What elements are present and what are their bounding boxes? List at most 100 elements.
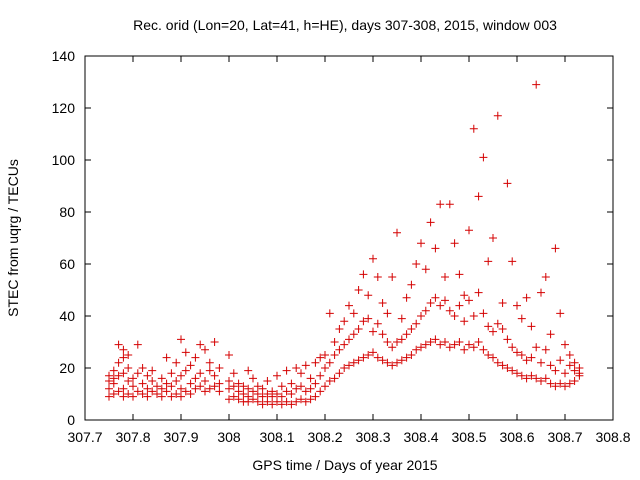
- data-point: [148, 387, 157, 396]
- data-point: [436, 340, 445, 349]
- data-point: [105, 371, 113, 380]
- data-point: [388, 273, 397, 281]
- data-point: [517, 351, 526, 359]
- data-point: [369, 327, 377, 336]
- data-point: [249, 387, 257, 396]
- data-point: [378, 299, 387, 307]
- data-point: [445, 200, 454, 209]
- data-point: [181, 348, 190, 357]
- data-point: [119, 345, 128, 354]
- data-point: [321, 351, 329, 359]
- data-point: [522, 374, 531, 383]
- data-point: [143, 371, 152, 380]
- data-point: [153, 390, 161, 398]
- data-point: [364, 291, 373, 300]
- data-point: [162, 379, 171, 388]
- data-point: [489, 234, 497, 242]
- data-point: [359, 317, 368, 326]
- y-tick-label: 80: [59, 204, 75, 220]
- data-point: [460, 317, 469, 326]
- data-point: [148, 366, 157, 375]
- data-point: [301, 361, 310, 370]
- data-point: [421, 340, 430, 349]
- data-point: [397, 356, 406, 365]
- data-point: [493, 319, 502, 328]
- data-point: [205, 358, 214, 367]
- data-point: [330, 374, 339, 383]
- x-tick-label: 308.4: [403, 429, 438, 445]
- data-point: [325, 377, 334, 385]
- data-point: [196, 369, 205, 378]
- data-point: [177, 335, 185, 344]
- data-point: [345, 361, 353, 370]
- data-point: [162, 387, 171, 396]
- data-point: [426, 299, 435, 307]
- data-point: [167, 392, 176, 401]
- data-point: [421, 265, 430, 274]
- data-point: [167, 369, 176, 378]
- data-point: [321, 382, 329, 391]
- data-point: [148, 377, 157, 385]
- data-point: [205, 384, 214, 393]
- data-point: [297, 369, 305, 378]
- y-tick-label: 40: [59, 308, 75, 324]
- data-point: [508, 366, 517, 375]
- data-point: [561, 369, 569, 378]
- data-point: [201, 377, 209, 385]
- data-point: [551, 366, 560, 375]
- data-point: [393, 338, 401, 346]
- data-point: [277, 400, 286, 409]
- data-point: [162, 353, 171, 362]
- data-point: [186, 379, 195, 388]
- data-point: [105, 384, 113, 393]
- data-point: [340, 364, 349, 372]
- data-point: [527, 353, 536, 362]
- data-point: [465, 226, 473, 235]
- data-point: [537, 358, 545, 367]
- data-point: [105, 392, 113, 401]
- y-tick-label: 100: [52, 152, 76, 168]
- data-point: [191, 353, 200, 362]
- data-point: [273, 371, 281, 380]
- data-point: [133, 369, 142, 378]
- data-point: [570, 377, 579, 385]
- data-point: [354, 356, 363, 365]
- data-point: [484, 351, 493, 359]
- data-point: [273, 397, 281, 406]
- data-point: [143, 392, 152, 401]
- data-point: [129, 374, 137, 383]
- data-point: [508, 343, 517, 352]
- data-point: [109, 366, 118, 375]
- data-point: [508, 257, 517, 266]
- data-point: [215, 364, 224, 372]
- data-point: [551, 244, 560, 253]
- data-point: [244, 366, 253, 375]
- data-point: [172, 377, 181, 385]
- data-point: [493, 111, 502, 120]
- data-point: [498, 325, 507, 333]
- data-point: [335, 369, 344, 378]
- data-point: [340, 340, 349, 349]
- data-point: [114, 387, 123, 396]
- data-point: [532, 343, 541, 352]
- data-point: [565, 361, 574, 370]
- y-tick-label: 20: [59, 360, 75, 376]
- data-point: [393, 358, 401, 367]
- data-point: [133, 340, 142, 349]
- data-point: [373, 273, 382, 281]
- data-point: [364, 351, 373, 359]
- x-tick-label: 308.3: [355, 429, 390, 445]
- data-point: [503, 364, 512, 372]
- data-point: [431, 244, 440, 253]
- data-point: [109, 390, 118, 398]
- data-point: [201, 387, 209, 396]
- data-point: [383, 358, 392, 367]
- data-point: [412, 260, 421, 268]
- data-point: [287, 400, 296, 409]
- data-point: [253, 390, 262, 398]
- y-tick-label: 120: [52, 100, 76, 116]
- x-tick-label: 308.6: [499, 429, 534, 445]
- data-point: [119, 392, 128, 401]
- data-point: [546, 330, 555, 339]
